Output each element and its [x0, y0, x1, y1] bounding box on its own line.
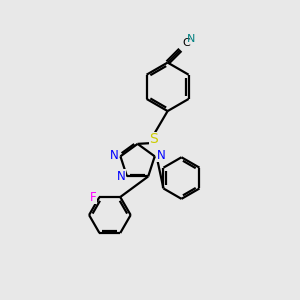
Text: C: C — [182, 38, 190, 48]
Text: N: N — [157, 149, 165, 162]
Text: N: N — [116, 170, 125, 183]
Text: N: N — [110, 149, 118, 162]
Text: F: F — [90, 190, 97, 203]
Text: N: N — [187, 34, 195, 44]
Text: S: S — [149, 132, 158, 146]
